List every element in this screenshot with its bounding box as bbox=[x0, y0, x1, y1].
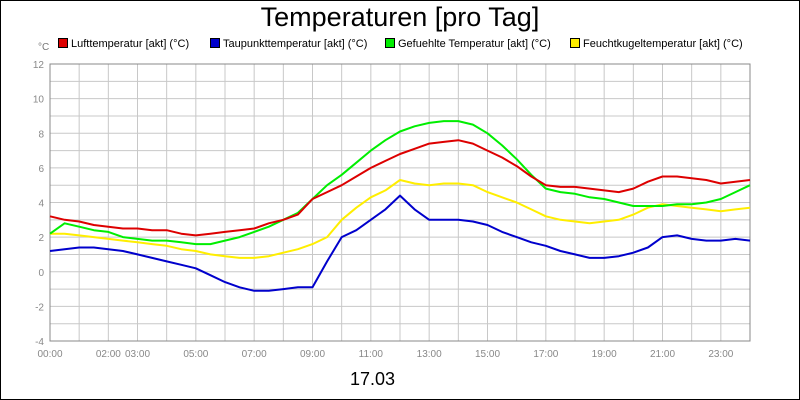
x-tick-label: 09:00 bbox=[300, 349, 325, 360]
x-tick-label: 19:00 bbox=[592, 349, 617, 360]
legend-swatch bbox=[210, 38, 220, 48]
legend-label: Lufttemperatur [akt] (°C) bbox=[71, 38, 190, 50]
legend-label: Gefuehlte Temperatur [akt] (°C) bbox=[398, 38, 551, 50]
x-tick-label: 17:00 bbox=[533, 349, 558, 360]
legend-item-taupunkttemperatur: Taupunkttemperatur [akt] (°C) bbox=[210, 38, 367, 50]
y-tick-label: -4 bbox=[35, 337, 44, 348]
legend-swatch bbox=[570, 38, 580, 48]
x-tick-label: 03:00 bbox=[125, 349, 150, 360]
y-tick-label: 10 bbox=[33, 95, 45, 106]
series-line bbox=[49, 139, 751, 237]
y-tick-label: 8 bbox=[38, 129, 44, 140]
x-tick-label: 02:00 bbox=[96, 349, 121, 360]
y-tick-label: -2 bbox=[35, 302, 44, 313]
y-tick-label: 4 bbox=[38, 199, 44, 210]
legend-label: Taupunkttemperatur [akt] (°C) bbox=[223, 38, 368, 50]
y-tick-label: 0 bbox=[38, 268, 44, 279]
plot-border bbox=[49, 63, 751, 342]
series-line bbox=[49, 194, 751, 292]
legend-swatch bbox=[58, 38, 68, 48]
y-tick-label: 2 bbox=[38, 233, 44, 244]
series-line bbox=[49, 120, 751, 246]
y-unit-label: °C bbox=[38, 42, 50, 53]
x-tick-label: 05:00 bbox=[183, 349, 208, 360]
x-tick-label: 21:00 bbox=[650, 349, 675, 360]
y-tick-label: 12 bbox=[33, 60, 45, 71]
x-tick-label: 00:00 bbox=[37, 349, 62, 360]
x-tick-label: 07:00 bbox=[242, 349, 267, 360]
x-tick-label: 13:00 bbox=[417, 349, 442, 360]
x-tick-label: 11:00 bbox=[359, 349, 384, 360]
x-tick-label: 15:00 bbox=[475, 349, 500, 360]
legend-item-lufttemperatur: Lufttemperatur [akt] (°C) bbox=[58, 38, 189, 50]
x-tick-label: 23:00 bbox=[708, 349, 733, 360]
chart-title: Temperaturen [pro Tag] bbox=[260, 2, 540, 32]
series-line bbox=[50, 179, 751, 259]
legend-label: Feuchtkugeltemperatur [akt] (°C) bbox=[583, 38, 743, 50]
y-tick-label: 6 bbox=[38, 164, 44, 175]
legend-item-feuchtkugeltemperatur: Feuchtkugeltemperatur [akt] (°C) bbox=[570, 38, 743, 50]
x-axis-date-label: 17.03 bbox=[349, 369, 396, 389]
legend-item-gefuehlte-temperatur: Gefuehlte Temperatur [akt] (°C) bbox=[385, 38, 551, 50]
legend-swatch bbox=[385, 38, 395, 48]
